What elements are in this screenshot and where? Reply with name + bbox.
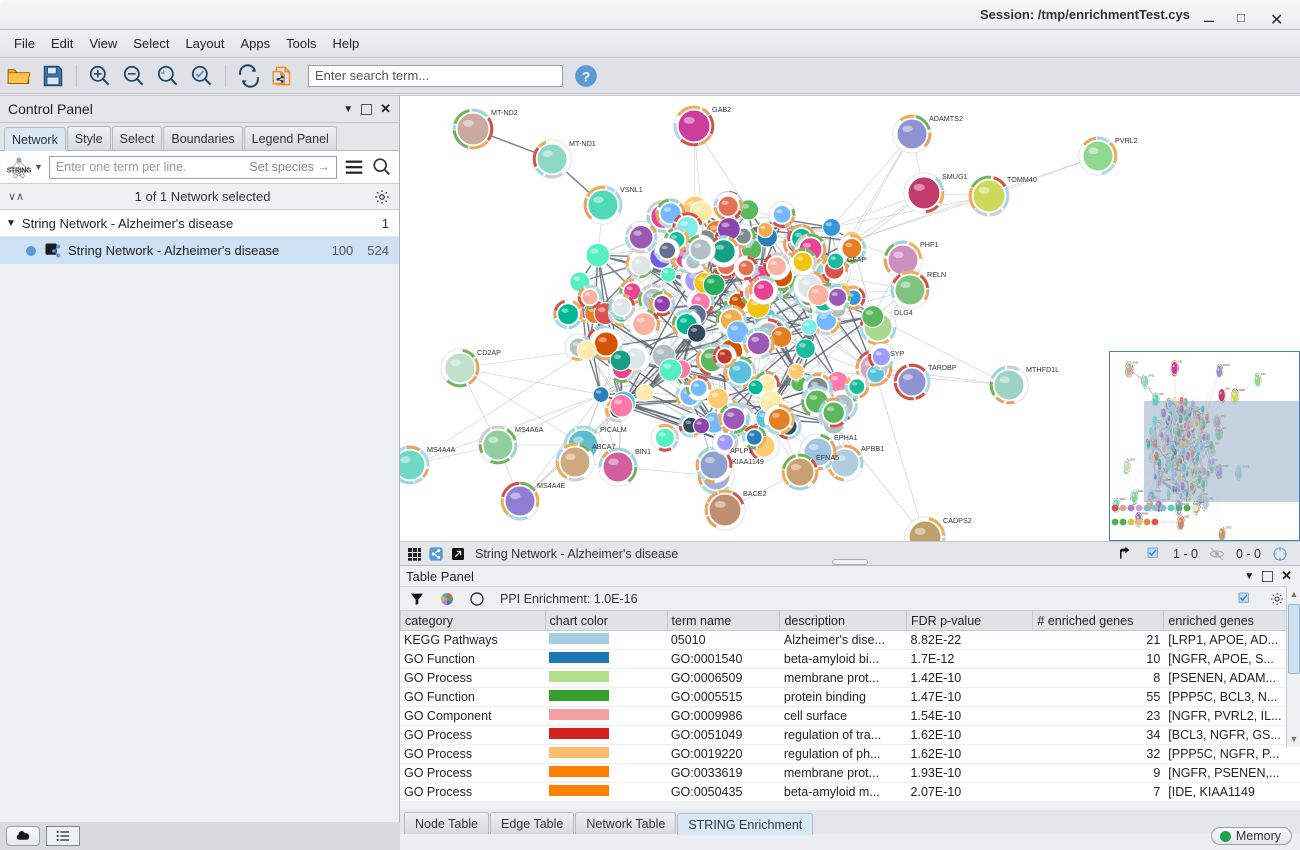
svg-text:KIAA1149: KIAA1149: [732, 457, 764, 466]
svg-text:RELN: RELN: [927, 270, 946, 279]
svg-text:EFNA5: EFNA5: [816, 453, 839, 462]
svg-text:SMUG1: SMUG1: [1225, 388, 1231, 391]
svg-text:MS4A6A: MS4A6A: [515, 425, 544, 434]
svg-text:CD2AP: CD2AP: [1130, 458, 1135, 462]
svg-text:BIN1: BIN1: [635, 447, 651, 456]
svg-text:?: ?: [582, 68, 591, 84]
svg-text:TOMM40: TOMM40: [1239, 390, 1246, 393]
svg-text:ABCA7: ABCA7: [592, 442, 616, 451]
svg-text:STRING: STRING: [7, 168, 32, 175]
svg-text:ADAMTS2: ADAMTS2: [1223, 364, 1230, 368]
svg-text:MT-ND2: MT-ND2: [1133, 362, 1139, 365]
svg-text:MS4A4A: MS4A4A: [427, 445, 456, 454]
svg-text:MT-ND1: MT-ND1: [1149, 375, 1155, 378]
svg-text:SYP: SYP: [890, 349, 905, 358]
svg-text:PICALM: PICALM: [600, 425, 627, 434]
svg-text:APBB1: APBB1: [861, 444, 884, 453]
svg-text:PHF1: PHF1: [920, 240, 938, 249]
svg-text:MTHFD1L: MTHFD1L: [1026, 365, 1059, 374]
svg-text:MT-ND2: MT-ND2: [491, 108, 518, 117]
svg-text:TOMM40: TOMM40: [1007, 175, 1037, 184]
svg-text:CADPS2: CADPS2: [943, 516, 972, 525]
svg-text:APLP1: APLP1: [730, 446, 752, 455]
svg-text:PVRL2: PVRL2: [1261, 374, 1266, 377]
svg-text:DLG4: DLG4: [894, 308, 913, 317]
svg-text:VSNL1: VSNL1: [1159, 394, 1164, 397]
svg-text:CD2AP: CD2AP: [477, 348, 501, 357]
svg-text:MT-ND1: MT-ND1: [569, 139, 596, 148]
svg-text:MS4A6A: MS4A6A: [1138, 489, 1144, 493]
svg-text:GFAP: GFAP: [847, 255, 866, 264]
svg-text:SMUG1: SMUG1: [942, 172, 968, 181]
svg-text:GAB2: GAB2: [1178, 360, 1182, 364]
svg-text:PVRL2: PVRL2: [1115, 136, 1138, 145]
svg-text:EPHA1: EPHA1: [834, 433, 858, 442]
svg-text:ADAMTS2: ADAMTS2: [929, 114, 963, 123]
svg-text:VSNL1: VSNL1: [620, 185, 643, 194]
svg-text:GAB2: GAB2: [712, 105, 731, 114]
svg-text:BACE2: BACE2: [743, 489, 767, 498]
svg-text:MS4A4E: MS4A4E: [537, 481, 566, 490]
svg-text:TARDBP: TARDBP: [928, 363, 957, 372]
